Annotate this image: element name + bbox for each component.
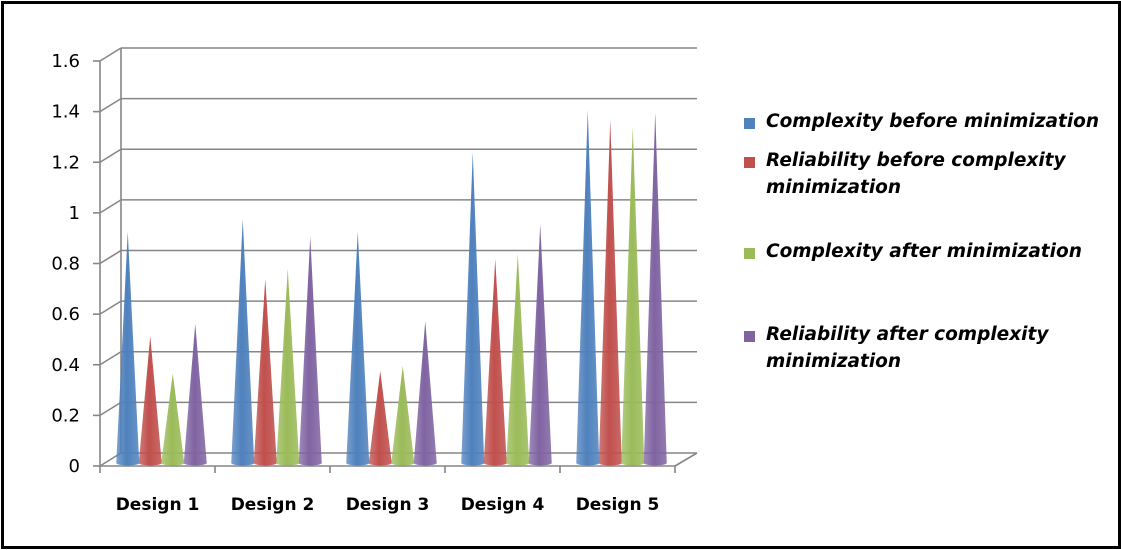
cone-complexity-before (231, 219, 255, 466)
y-tick-label: 0.2 (51, 405, 80, 426)
y-tick-label: 0 (69, 456, 80, 477)
cone-reliability-after (413, 321, 437, 466)
x-axis-categories: Design 1 Design 2 Design 3 Design 4 Design 5 (116, 495, 660, 515)
side-wall-gridline (99, 300, 122, 315)
side-wall-gridline (99, 97, 122, 113)
x-category-label: Design 4 (461, 495, 545, 515)
legend-label: Complexity before minimization (766, 111, 1100, 132)
cone-reliability-before (253, 278, 277, 466)
x-category-label: Design 5 (576, 495, 660, 515)
legend-item-reliability-after: Reliability after complexity minimizatio… (744, 321, 1104, 375)
y-tick-label: 0.8 (51, 254, 80, 275)
legend-swatch (744, 248, 755, 259)
cone-complexity-after (276, 268, 300, 466)
x-category-label: Design 2 (231, 495, 315, 515)
legend-item-complexity-before: Complexity before minimization (744, 108, 1104, 135)
cone-complexity-after (506, 254, 530, 466)
y-tick-label: 1.6 (51, 51, 80, 72)
legend-swatch (744, 331, 755, 342)
y-tick-label: 0.6 (51, 304, 80, 325)
x-category-label: Design 1 (116, 495, 200, 515)
side-wall-gridline (99, 47, 122, 62)
cone-reliability-before (138, 336, 162, 466)
legend-label: Reliability after complexity minimizatio… (766, 324, 1049, 372)
x-category-label: Design 3 (346, 495, 430, 515)
floor-edge (674, 452, 698, 467)
cone-reliability-after (183, 323, 207, 466)
cone-complexity-before (576, 109, 600, 466)
y-tick-label: 1.2 (51, 152, 80, 173)
legend-swatch (744, 118, 755, 129)
legend-swatch (744, 157, 755, 168)
side-wall-gridline (99, 199, 122, 214)
cone-complexity-before (116, 231, 140, 466)
cone-reliability-before (368, 370, 392, 466)
side-wall-gridline (99, 148, 122, 163)
side-wall-gridline (99, 351, 122, 366)
cone-series (116, 109, 667, 466)
y-tick-label: 1 (69, 203, 80, 224)
y-tick-label: 0.4 (51, 355, 80, 376)
legend-label: Complexity after minimization (766, 241, 1082, 262)
cone-reliability-before (598, 119, 622, 466)
cone-reliability-after (643, 112, 667, 466)
cone-complexity-before (346, 231, 370, 466)
y-axis-ticks: 0 0.2 0.4 0.6 0.8 1 1.2 1.4 1.6 (51, 51, 80, 477)
cone-reliability-after (298, 236, 322, 466)
y-tick-label: 1.4 (51, 102, 80, 123)
cone-complexity-after (161, 373, 185, 466)
side-wall-gridline (99, 249, 122, 265)
legend-item-reliability-before: Reliability before complexity minimizati… (744, 147, 1104, 201)
cone-complexity-after (391, 365, 415, 466)
cone-complexity-after (621, 127, 645, 466)
cone-reliability-after (528, 224, 552, 466)
cone-reliability-before (483, 259, 507, 466)
legend: Complexity before minimization Reliabili… (744, 108, 1104, 375)
legend-label: Reliability before complexity minimizati… (766, 150, 1066, 198)
legend-item-complexity-after: Complexity after minimization (744, 238, 1104, 265)
side-wall-gridline (99, 401, 122, 417)
cone-complexity-before (461, 152, 485, 466)
